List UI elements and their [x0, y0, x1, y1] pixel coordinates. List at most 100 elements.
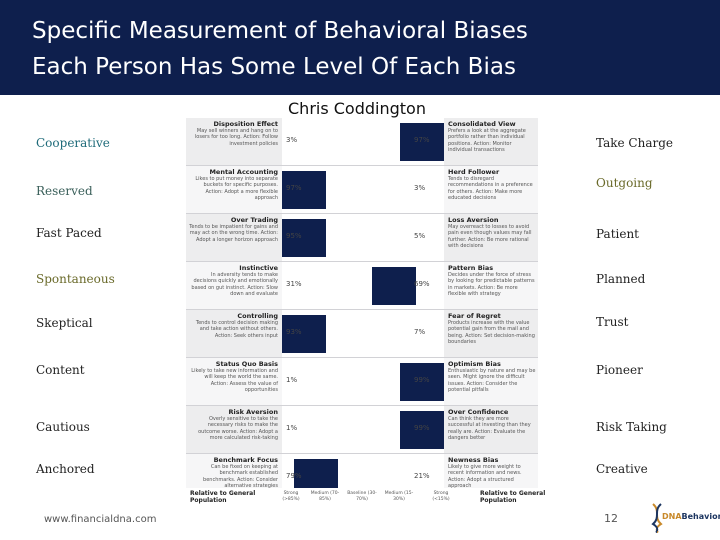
left-trait-label: Cautious [36, 420, 90, 434]
left-bias-cell: Disposition Effect May sell winners and … [188, 120, 280, 164]
bias-bar-zone [282, 262, 444, 309]
right-trait-label: Trust [596, 315, 629, 329]
bias-bar [282, 219, 326, 257]
right-bias-percent: 21% [414, 472, 430, 480]
right-bias-cell: Newness Bias Likely to give more weight … [446, 456, 536, 500]
left-bias-percent: 31% [286, 280, 302, 288]
logo-word-dna: DNA [662, 512, 682, 521]
right-bias-cell: Consolidated View Prefers a look at the … [446, 120, 536, 164]
left-bias-title: Instinctive [239, 264, 278, 272]
bias-bar [400, 123, 444, 161]
left-bias-percent: 97% [286, 184, 302, 192]
logo-wordmark: DNABehavior [662, 512, 720, 521]
footer-url[interactable]: www.financialdna.com [44, 514, 157, 525]
dna-helix-icon [651, 503, 663, 533]
left-bias-cell: Mental Accounting Likes to put money int… [188, 168, 280, 212]
right-bias-text: Can think they are more successful at in… [448, 416, 531, 442]
title-line-1: Specific Measurement of Behavioral Biase… [32, 18, 528, 44]
person-name-heading: Chris Coddington [0, 99, 720, 118]
bias-profile-figure: Disposition Effect May sell winners and … [186, 118, 538, 512]
right-bias-text: Likely to give more weight to recent inf… [448, 464, 522, 490]
axis-tick-label: Medium (15-30%) [384, 491, 414, 502]
bias-bar-zone [282, 310, 444, 357]
left-bias-title: Risk Aversion [228, 408, 278, 416]
axis-left-caption: Relative to General Population [190, 490, 256, 504]
right-trait-label: Patient [596, 227, 640, 241]
axis-tick-label: Strong (>85%) [282, 491, 300, 502]
title-line-2: Each Person Has Some Level Of Each Bias [32, 54, 516, 80]
left-bias-cell: Instinctive In adversity tends to make d… [188, 264, 280, 308]
right-bias-percent: 97% [414, 136, 430, 144]
right-bias-title: Pattern Bias [448, 264, 494, 272]
bias-row: Controlling Tends to control decision ma… [186, 310, 538, 358]
axis-tick-label: Medium (70-85%) [310, 491, 340, 502]
right-trait-label: Planned [596, 272, 646, 286]
right-bias-title: Newness Bias [448, 456, 499, 464]
left-bias-percent: 1% [286, 424, 298, 432]
right-bias-percent: 99% [414, 376, 430, 384]
left-bias-text: Tends to be impatient for gains and may … [189, 224, 278, 243]
left-bias-percent: 79% [286, 472, 302, 480]
right-bias-title: Loss Aversion [448, 216, 499, 224]
left-bias-cell: Status Quo Basis Likely to take new info… [188, 360, 280, 404]
bias-bar [371, 267, 416, 305]
right-bias-text: Prefers a look at the aggregate portfoli… [448, 128, 526, 154]
bias-row: Disposition Effect May sell winners and … [186, 118, 538, 166]
bias-row: Risk Aversion Overly sensitive to take t… [186, 406, 538, 454]
bias-bar-zone [282, 166, 444, 213]
left-bias-text: May sell winners and hang on to losers f… [194, 128, 278, 147]
right-bias-cell: Herd Follower Tends to disregard recomme… [446, 168, 536, 212]
right-bias-percent: 69% [414, 280, 430, 288]
left-bias-percent: 93% [286, 328, 302, 336]
population-scale-axis: Relative to General Population Strong (>… [186, 488, 545, 512]
left-bias-percent: 3% [286, 136, 298, 144]
axis-tick-label: Baseline (30-70%) [347, 491, 377, 502]
bias-bar-zone [282, 118, 444, 165]
right-trait-label: Risk Taking [596, 420, 667, 434]
right-bias-cell: Over Confidence Can think they are more … [446, 408, 536, 452]
right-bias-title: Optimism Bias [448, 360, 501, 368]
bias-bar [400, 411, 444, 449]
title-header: Specific Measurement of Behavioral Biase… [0, 0, 720, 95]
left-bias-text: Likely to take new information and will … [191, 368, 278, 394]
bias-row: Mental Accounting Likes to put money int… [186, 166, 538, 214]
left-trait-label: Content [36, 363, 85, 377]
page-number: 12 [604, 512, 618, 525]
left-bias-cell: Benchmark Focus Can be fixed on keeping … [188, 456, 280, 500]
left-bias-title: Disposition Effect [213, 120, 278, 128]
left-bias-title: Mental Accounting [209, 168, 278, 176]
right-bias-text: Decides under the force of stress by loo… [448, 272, 535, 298]
left-bias-percent: 95% [286, 232, 302, 240]
right-bias-percent: 5% [414, 232, 426, 240]
left-bias-text: Overly sensitive to take the necessary r… [198, 416, 278, 442]
right-bias-percent: 3% [414, 184, 426, 192]
left-trait-label: Spontaneous [36, 272, 115, 286]
left-bias-cell: Over Trading Tends to be impatient for g… [188, 216, 280, 260]
right-bias-title: Herd Follower [448, 168, 500, 176]
left-bias-cell: Controlling Tends to control decision ma… [188, 312, 280, 356]
right-trait-label: Creative [596, 462, 648, 476]
person-name: Chris Coddington [288, 99, 426, 118]
left-bias-title: Benchmark Focus [213, 456, 278, 464]
bias-row: Status Quo Basis Likely to take new info… [186, 358, 538, 406]
right-trait-label: Take Charge [596, 136, 673, 150]
right-bias-text: Products increase with the value potenti… [448, 320, 535, 346]
left-trait-label: Anchored [36, 462, 95, 476]
left-trait-label: Reserved [36, 184, 93, 198]
bias-bar [282, 171, 326, 209]
left-bias-text: Likes to put money into separate buckets… [195, 176, 278, 202]
left-bias-cell: Risk Aversion Overly sensitive to take t… [188, 408, 280, 452]
bias-row: Over Trading Tends to be impatient for g… [186, 214, 538, 262]
left-trait-label: Cooperative [36, 136, 110, 150]
right-trait-label: Outgoing [596, 176, 653, 190]
right-bias-cell: Loss Aversion May overreact to losses to… [446, 216, 536, 260]
left-bias-title: Over Trading [230, 216, 278, 224]
right-trait-label: Pioneer [596, 363, 643, 377]
right-bias-title: Fear of Regret [448, 312, 501, 320]
logo-word-behavior: Behavior [681, 512, 720, 521]
bias-bar [400, 363, 444, 401]
left-bias-percent: 1% [286, 376, 298, 384]
axis-tick-label: Strong (<15%) [432, 491, 450, 502]
bias-bar [282, 315, 326, 353]
right-bias-cell: Fear of Regret Products increase with th… [446, 312, 536, 356]
